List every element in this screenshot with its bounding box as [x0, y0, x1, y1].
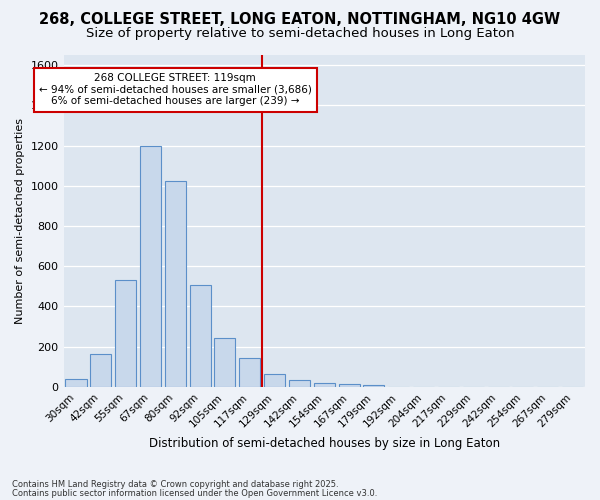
- Text: 268 COLLEGE STREET: 119sqm
← 94% of semi-detached houses are smaller (3,686)
6% : 268 COLLEGE STREET: 119sqm ← 94% of semi…: [39, 73, 312, 106]
- Bar: [65, 379, 86, 387]
- Bar: [115, 280, 136, 387]
- Bar: [165, 180, 186, 387]
- Text: Contains HM Land Registry data © Crown copyright and database right 2025.: Contains HM Land Registry data © Crown c…: [12, 480, 338, 489]
- Text: 268, COLLEGE STREET, LONG EATON, NOTTINGHAM, NG10 4GW: 268, COLLEGE STREET, LONG EATON, NOTTING…: [40, 12, 560, 28]
- Y-axis label: Number of semi-detached properties: Number of semi-detached properties: [15, 118, 25, 324]
- Bar: [364, 385, 385, 387]
- Text: Size of property relative to semi-detached houses in Long Eaton: Size of property relative to semi-detach…: [86, 28, 514, 40]
- Bar: [338, 384, 359, 387]
- Bar: [190, 286, 211, 387]
- Bar: [314, 383, 335, 387]
- Bar: [239, 358, 260, 387]
- Bar: [90, 354, 112, 387]
- X-axis label: Distribution of semi-detached houses by size in Long Eaton: Distribution of semi-detached houses by …: [149, 437, 500, 450]
- Bar: [214, 338, 235, 387]
- Bar: [140, 146, 161, 387]
- Text: Contains public sector information licensed under the Open Government Licence v3: Contains public sector information licen…: [12, 489, 377, 498]
- Bar: [289, 380, 310, 387]
- Bar: [264, 374, 285, 387]
